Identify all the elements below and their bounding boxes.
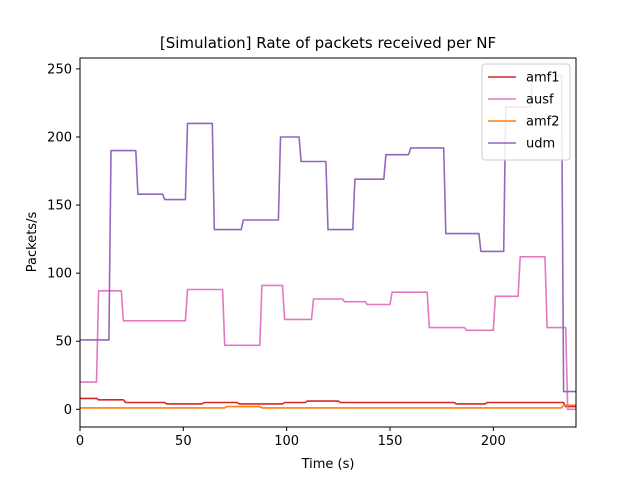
y-tick-label: 200 bbox=[47, 130, 72, 145]
legend-box bbox=[481, 63, 571, 161]
x-tick-label: 100 bbox=[274, 434, 299, 449]
x-tick-label: 0 bbox=[76, 434, 84, 449]
legend-label-amf1: amf1 bbox=[526, 71, 559, 86]
x-tick-label: 50 bbox=[175, 434, 192, 449]
legend: amf1 ausf amf2 udm bbox=[481, 63, 571, 161]
y-tick-label: 50 bbox=[55, 335, 72, 350]
plot-frame bbox=[79, 57, 577, 428]
x-tick-label: 150 bbox=[378, 434, 403, 449]
legend-label-udm: udm bbox=[526, 137, 555, 152]
y-tick-label: 0 bbox=[64, 403, 72, 418]
x-axis: 0 50 100 150 200 bbox=[76, 427, 506, 449]
y-tick-label: 100 bbox=[47, 267, 72, 282]
series-layer bbox=[80, 74, 576, 411]
x-tick-label: 200 bbox=[481, 434, 506, 449]
y-tick-label: 150 bbox=[47, 199, 72, 214]
y-axis-label: Packets/s bbox=[25, 212, 40, 273]
series-line-udm bbox=[80, 74, 576, 393]
y-tick-label: 250 bbox=[47, 62, 72, 77]
chart-title: [Simulation] Rate of packets received pe… bbox=[160, 34, 496, 52]
series-line-amf2 bbox=[80, 404, 576, 409]
series-line-amf1 bbox=[80, 397, 576, 408]
x-axis-label: Time (s) bbox=[301, 457, 355, 472]
legend-label-ausf: ausf bbox=[526, 93, 554, 108]
y-axis: 0 50 100 150 200 250 bbox=[47, 62, 80, 418]
legend-label-amf2: amf2 bbox=[526, 115, 559, 130]
series-line-ausf bbox=[80, 255, 576, 411]
